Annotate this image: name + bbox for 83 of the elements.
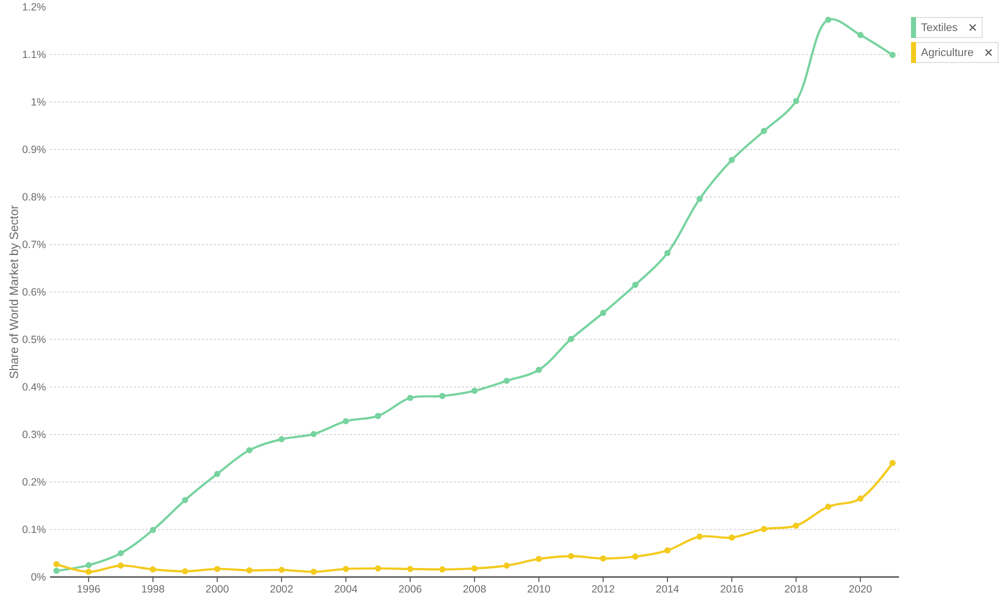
point <box>310 430 317 438</box>
y-tick-label: 0.8% <box>22 191 46 204</box>
y-tick-label: 1.1% <box>22 48 46 61</box>
point <box>407 394 414 402</box>
y-tick-label: 1% <box>30 96 46 108</box>
point <box>728 156 735 164</box>
point <box>696 196 703 202</box>
point <box>471 565 478 572</box>
y-tick-label: 0% <box>30 571 46 584</box>
point <box>118 562 124 569</box>
point <box>53 561 60 568</box>
point <box>696 534 703 540</box>
point <box>278 436 285 442</box>
point <box>342 418 349 424</box>
y-tick-label: 0.5% <box>22 334 46 346</box>
point <box>246 567 252 574</box>
point <box>374 412 382 420</box>
point <box>310 568 317 575</box>
point <box>793 98 800 104</box>
point <box>504 562 510 569</box>
point <box>342 566 349 572</box>
y-tick-label: 0.2% <box>22 476 46 488</box>
point <box>504 378 510 384</box>
point <box>471 388 478 394</box>
point <box>118 550 124 556</box>
y-tick-label: 0.7% <box>22 238 46 251</box>
x-tick-label: 2006 <box>398 583 422 596</box>
point <box>214 566 220 572</box>
point <box>793 522 800 529</box>
point <box>407 566 414 572</box>
point <box>439 566 446 572</box>
point <box>568 553 574 560</box>
point <box>182 496 188 504</box>
point <box>214 470 220 478</box>
point <box>664 547 671 554</box>
point <box>278 566 285 573</box>
point <box>150 526 156 534</box>
y-tick-label: 0.6% <box>22 286 46 298</box>
point <box>150 566 156 572</box>
legend-label: Textiles <box>921 22 958 34</box>
point <box>664 250 671 256</box>
point <box>857 496 864 502</box>
point <box>439 392 446 400</box>
point <box>374 565 382 572</box>
x-tick-label: 2008 <box>462 583 486 596</box>
point <box>53 568 60 574</box>
x-tick-label: 2020 <box>848 583 872 596</box>
x-tick-label: 2012 <box>591 583 615 596</box>
point <box>600 555 606 562</box>
point <box>632 282 638 288</box>
x-tick-label: 2018 <box>784 583 808 596</box>
y-tick-label: 0.3% <box>22 428 46 441</box>
point <box>857 32 864 38</box>
point <box>536 556 542 562</box>
y-tick-label: 0.1% <box>22 524 46 536</box>
x-tick-label: 2014 <box>656 583 680 596</box>
point <box>86 568 92 575</box>
x-tick-label: 2004 <box>334 583 358 596</box>
point <box>600 310 606 316</box>
y-axis-title: Share of World Market by Sector <box>7 205 21 379</box>
point <box>760 128 768 134</box>
point <box>760 526 768 532</box>
x-tick-label: 2016 <box>720 583 744 596</box>
point <box>889 460 896 466</box>
point <box>536 366 542 373</box>
x-tick-label: 2002 <box>270 583 294 596</box>
point <box>246 447 252 454</box>
y-tick-label: 0.9% <box>22 144 46 156</box>
y-tick-label: 1.2% <box>22 1 46 14</box>
point <box>825 504 832 510</box>
x-tick-label: 2010 <box>527 583 551 596</box>
x-tick-label: 2000 <box>206 583 230 596</box>
point <box>632 553 638 560</box>
point <box>86 562 92 568</box>
y-tick-label: 0.4% <box>22 381 46 394</box>
point <box>182 568 188 574</box>
point <box>568 336 574 342</box>
point <box>889 52 896 58</box>
point <box>825 16 832 23</box>
x-tick-label: 1996 <box>76 583 100 596</box>
x-tick-label: 1998 <box>141 583 165 596</box>
point <box>728 534 735 541</box>
legend-label: Agriculture <box>921 47 974 59</box>
